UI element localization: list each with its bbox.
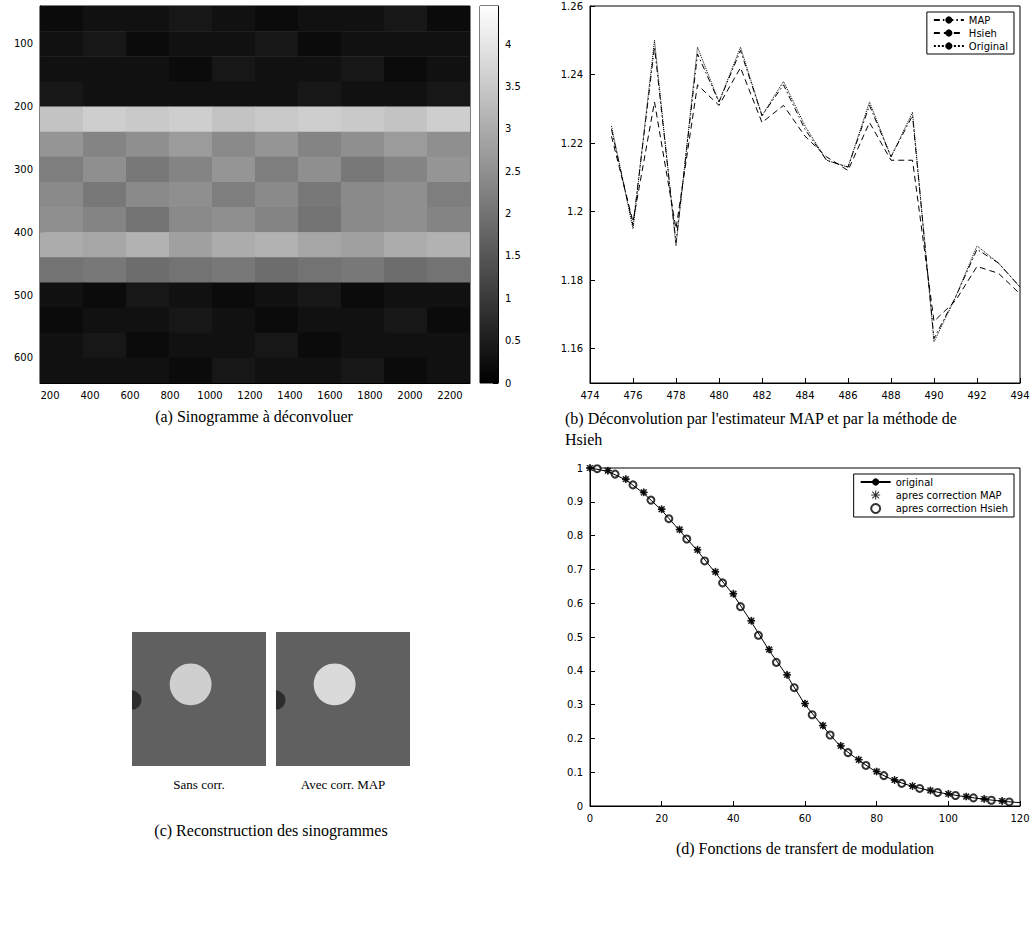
svg-text:492: 492: [967, 390, 986, 401]
svg-text:(b) Déconvolution par l'estima: (b) Déconvolution par l'estimateur MAP e…: [565, 410, 961, 428]
svg-text:0.5: 0.5: [567, 632, 583, 643]
svg-text:1200: 1200: [237, 390, 262, 401]
svg-text:0: 0: [587, 813, 593, 824]
svg-text:0.4: 0.4: [567, 665, 583, 676]
svg-text:1: 1: [577, 463, 583, 474]
svg-text:80: 80: [870, 813, 883, 824]
svg-text:(a) Sinogramme à déconvoluer: (a) Sinogramme à déconvoluer: [155, 408, 353, 426]
svg-text:0.1: 0.1: [567, 767, 583, 778]
svg-text:2.5: 2.5: [505, 166, 521, 177]
svg-text:1600: 1600: [317, 390, 342, 401]
svg-text:2000: 2000: [397, 390, 422, 401]
svg-text:Original: Original: [969, 41, 1008, 52]
svg-text:1.22: 1.22: [561, 138, 583, 149]
svg-text:0.8: 0.8: [567, 530, 583, 541]
svg-text:(c) Reconstruction des sinogra: (c) Reconstruction des sinogrammes: [154, 822, 387, 840]
svg-text:600: 600: [120, 390, 139, 401]
svg-text:484: 484: [795, 390, 814, 401]
svg-text:1000: 1000: [197, 390, 222, 401]
svg-text:Hsieh: Hsieh: [969, 28, 997, 39]
svg-text:488: 488: [881, 390, 900, 401]
svg-text:490: 490: [924, 390, 943, 401]
svg-text:0.3: 0.3: [567, 699, 583, 710]
svg-text:MAP: MAP: [969, 15, 991, 26]
svg-text:0: 0: [505, 378, 511, 389]
svg-text:494: 494: [1010, 390, 1029, 401]
svg-text:(d) Fonctions de transfert de: (d) Fonctions de transfert de modulation: [676, 840, 934, 858]
svg-text:1.24: 1.24: [561, 69, 583, 80]
svg-text:1.26: 1.26: [561, 1, 583, 12]
svg-text:300: 300: [14, 164, 33, 175]
svg-text:1800: 1800: [357, 390, 382, 401]
svg-text:1400: 1400: [277, 390, 302, 401]
svg-text:40: 40: [727, 813, 740, 824]
svg-text:0: 0: [577, 801, 583, 812]
svg-text:Sans corr.: Sans corr.: [173, 777, 224, 792]
svg-text:200: 200: [40, 390, 59, 401]
svg-text:20: 20: [655, 813, 668, 824]
svg-text:400: 400: [14, 227, 33, 238]
svg-text:476: 476: [623, 390, 642, 401]
svg-text:200: 200: [14, 101, 33, 112]
svg-text:800: 800: [160, 390, 179, 401]
svg-text:0.6: 0.6: [567, 598, 583, 609]
svg-text:0.9: 0.9: [567, 496, 583, 507]
svg-text:Hsieh: Hsieh: [565, 431, 602, 448]
svg-text:apres correction Hsieh: apres correction Hsieh: [896, 503, 1008, 514]
svg-text:3: 3: [505, 123, 511, 134]
svg-text:100: 100: [939, 813, 958, 824]
svg-text:400: 400: [80, 390, 99, 401]
svg-text:120: 120: [1010, 813, 1029, 824]
svg-text:0.2: 0.2: [567, 733, 583, 744]
svg-text:600: 600: [14, 352, 33, 363]
svg-text:474: 474: [580, 390, 599, 401]
svg-text:478: 478: [666, 390, 685, 401]
svg-text:1.2: 1.2: [567, 206, 583, 217]
svg-text:original: original: [896, 477, 933, 488]
svg-text:1: 1: [505, 293, 511, 304]
svg-text:60: 60: [799, 813, 812, 824]
svg-text:Avec corr. MAP: Avec corr. MAP: [301, 777, 386, 792]
svg-text:apres correction MAP: apres correction MAP: [896, 490, 1002, 501]
svg-text:2: 2: [505, 208, 511, 219]
svg-text:1.18: 1.18: [561, 275, 583, 286]
svg-text:0.5: 0.5: [505, 335, 521, 346]
svg-text:1.5: 1.5: [505, 250, 521, 261]
svg-text:0.7: 0.7: [567, 564, 583, 575]
svg-text:100: 100: [14, 38, 33, 49]
svg-text:3.5: 3.5: [505, 81, 521, 92]
svg-text:4: 4: [505, 39, 511, 50]
svg-text:486: 486: [838, 390, 857, 401]
svg-text:480: 480: [709, 390, 728, 401]
svg-text:500: 500: [14, 290, 33, 301]
svg-text:1.16: 1.16: [561, 343, 583, 354]
svg-text:482: 482: [752, 390, 771, 401]
svg-text:2200: 2200: [437, 390, 462, 401]
